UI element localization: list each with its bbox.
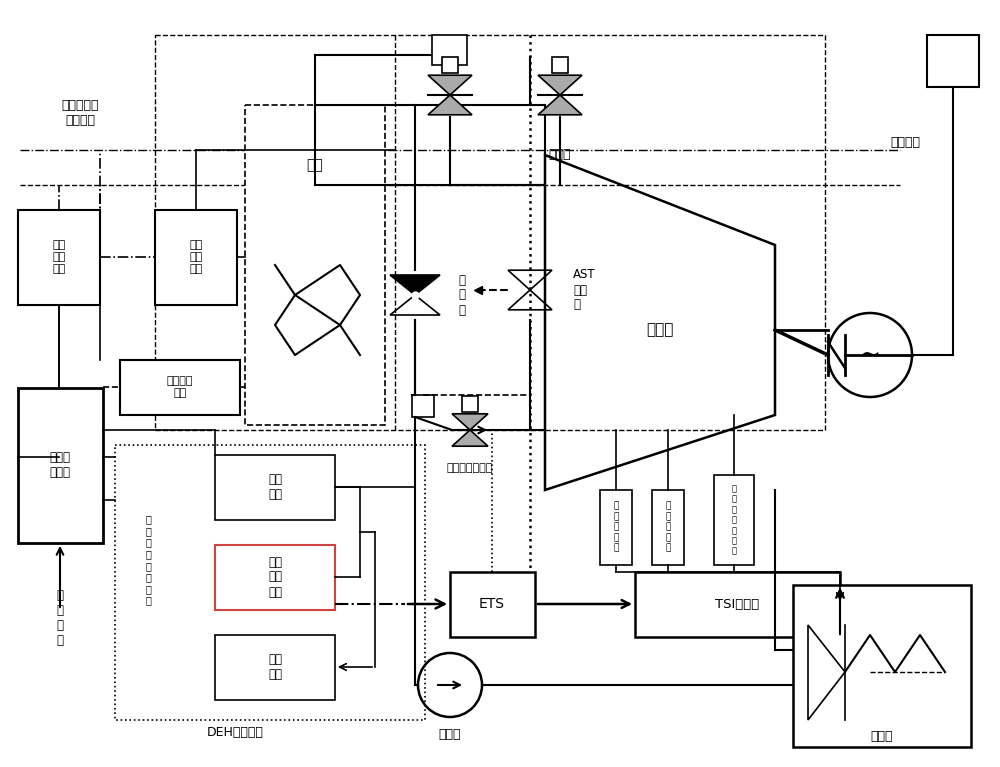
Polygon shape: [390, 275, 440, 295]
Text: 一次
调频
模块: 一次 调频 模块: [268, 555, 282, 598]
Text: 调节阀: 调节阀: [549, 149, 571, 162]
Text: DEH调速系统: DEH调速系统: [207, 726, 263, 739]
Bar: [652, 490, 684, 565]
Text: 转
速
传
感
器: 转 速 传 感 器: [613, 502, 619, 552]
Text: 旁
路
阀: 旁 路 阀: [458, 274, 465, 317]
Polygon shape: [538, 75, 582, 95]
Text: 凝汽器: 凝汽器: [871, 730, 893, 743]
Bar: [635, 572, 840, 637]
Bar: [215, 545, 335, 610]
Bar: [120, 360, 240, 415]
Bar: [155, 210, 237, 305]
Bar: [793, 585, 971, 747]
Bar: [245, 105, 385, 425]
Bar: [714, 475, 754, 565]
Text: 孤立电网: 孤立电网: [890, 137, 920, 150]
Bar: [115, 445, 425, 720]
Text: 阀门
执行
机构: 阀门 执行 机构: [189, 240, 203, 274]
Text: 给水泵: 给水泵: [439, 729, 461, 742]
Polygon shape: [428, 95, 472, 115]
Bar: [927, 35, 979, 87]
Text: 阀门执行
机构: 阀门执行 机构: [167, 376, 193, 398]
Bar: [600, 490, 632, 565]
Text: 转
速
微
分
调
节
回
路: 转 速 微 分 调 节 回 路: [145, 515, 151, 606]
Bar: [450, 572, 535, 637]
Text: AST
电磁
阀: AST 电磁 阀: [573, 268, 596, 311]
Text: 锅炉: 锅炉: [307, 158, 323, 172]
Bar: [215, 545, 335, 610]
Text: 测速
模块: 测速 模块: [268, 473, 282, 501]
Text: 汽轮机: 汽轮机: [646, 322, 674, 337]
Polygon shape: [428, 75, 472, 95]
Bar: [215, 455, 335, 520]
Bar: [412, 395, 434, 417]
Bar: [462, 396, 478, 412]
Text: 旁路调
节系统: 旁路调 节系统: [50, 451, 70, 479]
Bar: [432, 35, 467, 65]
Text: ETS: ETS: [479, 597, 505, 611]
Bar: [18, 388, 103, 543]
Polygon shape: [452, 430, 488, 446]
Bar: [155, 35, 825, 430]
Text: 旁路喷水调节阀: 旁路喷水调节阀: [447, 463, 493, 473]
Bar: [215, 635, 335, 700]
Text: 振
动
传
感
器: 振 动 传 感 器: [665, 502, 671, 552]
Bar: [552, 58, 568, 73]
Text: 伺服
模块: 伺服 模块: [268, 653, 282, 681]
Text: 常速调节及
快速调节: 常速调节及 快速调节: [61, 99, 99, 127]
Text: 旁
路
压
力: 旁 路 压 力: [56, 589, 64, 647]
Text: 阀门
执行
机构: 阀门 执行 机构: [52, 240, 66, 274]
Bar: [18, 210, 100, 305]
Bar: [442, 58, 458, 73]
Text: 轴
向
位
移
传
感
器: 轴 向 位 移 传 感 器: [732, 484, 736, 556]
Polygon shape: [538, 95, 582, 115]
Text: TSI监视仪: TSI监视仪: [715, 597, 759, 611]
Text: ~: ~: [860, 343, 880, 367]
Polygon shape: [452, 414, 488, 430]
